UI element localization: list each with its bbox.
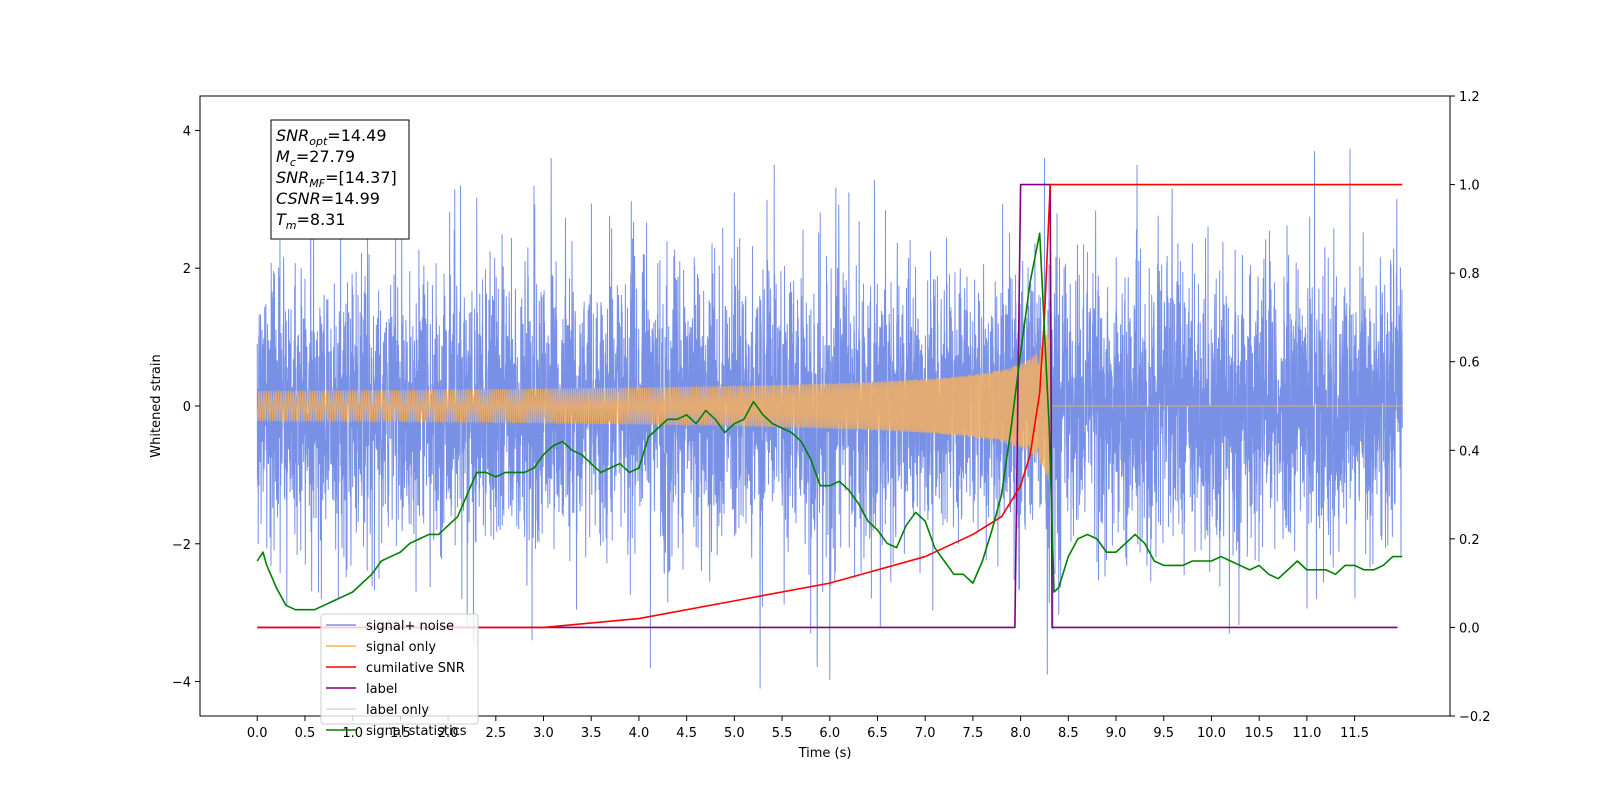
x-tick-label: 3.5 bbox=[581, 726, 602, 741]
x-tick-label: 9.5 bbox=[1153, 726, 1174, 741]
y-tick-label: −2 bbox=[172, 538, 191, 553]
series-layer bbox=[256, 148, 1403, 689]
series-signal-only-line bbox=[256, 306, 1403, 483]
x-tick-label: 2.5 bbox=[485, 726, 506, 741]
x-tick-label: 7.0 bbox=[915, 726, 936, 741]
legend: signal+ noise signal only cumilative SNR la… bbox=[320, 613, 479, 739]
x-tick-label: 6.0 bbox=[819, 726, 840, 741]
y-tick-label: 0 bbox=[183, 400, 191, 415]
y-axis-right: 1.2 1.0 0.8 0.6 0.4 0.2 0.0 −0.2 bbox=[1450, 90, 1491, 725]
x-tick-label: 10.0 bbox=[1197, 726, 1226, 741]
x-tick-label: 0.5 bbox=[295, 726, 316, 741]
series-signal-statistics-line bbox=[256, 232, 1403, 611]
x-tick-label: 8.5 bbox=[1058, 726, 1079, 741]
info-box-line: CSNR=14.99 bbox=[276, 189, 380, 208]
y2-tick-label: 0.6 bbox=[1459, 356, 1480, 371]
x-tick-label: 3.0 bbox=[533, 726, 554, 741]
y-axis-left: 4 2 0 −2 −4 bbox=[172, 124, 200, 691]
x-axis-label: Time (s) bbox=[798, 746, 852, 761]
legend-label: label only bbox=[366, 703, 429, 718]
x-tick-label: 5.5 bbox=[772, 726, 793, 741]
x-axis: 0.0 0.5 1.0 1.5 2.0 2.5 3.0 3.5 4.0 4.5 5.0 5.5 6.0 6… bbox=[247, 716, 1369, 741]
x-tick-label: 2.0 bbox=[438, 726, 459, 741]
y2-tick-label: 0.0 bbox=[1459, 621, 1480, 636]
x-tick-label: 10.5 bbox=[1245, 726, 1274, 741]
y2-tick-label: −0.2 bbox=[1459, 710, 1491, 725]
x-tick-label: 11.0 bbox=[1292, 726, 1321, 741]
info-box-line: Tm=8.31 bbox=[276, 210, 346, 232]
series-cumulative-snr-line bbox=[257, 183, 1403, 629]
series-label-line bbox=[257, 183, 1398, 629]
y2-tick-label: 1.0 bbox=[1459, 179, 1480, 194]
plot-area bbox=[256, 148, 1403, 689]
y-tick-label: 4 bbox=[183, 124, 191, 139]
legend-label: cumilative SNR bbox=[366, 661, 465, 676]
y2-tick-label: 0.2 bbox=[1459, 533, 1480, 548]
info-box-line: SNRMF=[14.37] bbox=[276, 168, 397, 190]
x-tick-label: 11.5 bbox=[1340, 726, 1369, 741]
x-tick-label: 4.5 bbox=[676, 726, 697, 741]
y-axis-label: Whitened strain bbox=[149, 354, 164, 457]
x-tick-label: 7.5 bbox=[963, 726, 984, 741]
x-tick-label: 0.0 bbox=[247, 726, 268, 741]
x-tick-label: 9.0 bbox=[1106, 726, 1127, 741]
y2-tick-label: 0.4 bbox=[1459, 444, 1480, 459]
x-tick-label: 6.5 bbox=[867, 726, 888, 741]
legend-label: signal only bbox=[366, 640, 436, 655]
series-signal-noise-line bbox=[256, 148, 1403, 689]
y-tick-label: −4 bbox=[172, 676, 191, 691]
x-tick-label: 1.0 bbox=[342, 726, 363, 741]
y2-tick-label: 1.2 bbox=[1459, 90, 1480, 105]
x-tick-label: 5.0 bbox=[724, 726, 745, 741]
legend-label: label bbox=[366, 682, 397, 697]
legend-label: signal+ noise bbox=[366, 619, 454, 634]
x-tick-label: 4.0 bbox=[629, 726, 650, 741]
x-tick-label: 1.5 bbox=[390, 726, 411, 741]
info-box: SNRopt=14.49Mc=27.79SNRMF=[14.37]CSNR=14… bbox=[270, 119, 410, 240]
x-tick-label: 8.0 bbox=[1010, 726, 1031, 741]
info-box-frame bbox=[270, 119, 410, 240]
y-tick-label: 2 bbox=[183, 262, 191, 277]
legend-frame bbox=[320, 613, 479, 725]
info-box-line: SNRopt=14.49 bbox=[276, 126, 387, 148]
info-box-line: Mc=27.79 bbox=[276, 147, 355, 169]
y2-tick-label: 0.8 bbox=[1459, 267, 1480, 282]
legend-label: signal statistics bbox=[366, 724, 467, 739]
